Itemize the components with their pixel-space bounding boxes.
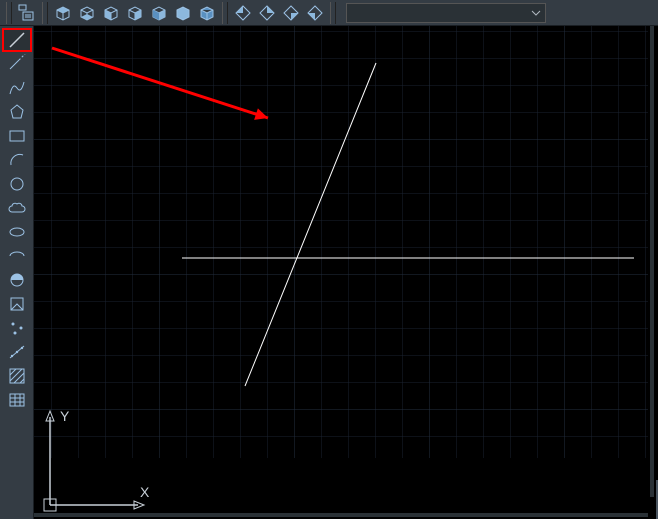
table-tool[interactable] (2, 388, 32, 412)
vertical-scrollbar[interactable] (650, 26, 654, 497)
revcloud-tool[interactable] (2, 196, 32, 220)
cube-icon (150, 4, 168, 22)
draw-toolbar (0, 26, 34, 519)
view-top-button[interactable] (52, 2, 74, 24)
diamond-icon (306, 4, 324, 22)
circle-icon (7, 174, 27, 194)
iso-nw-button[interactable] (304, 2, 326, 24)
body-row: Y X (0, 26, 658, 519)
view-right-button[interactable] (124, 2, 146, 24)
polygon-tool[interactable] (2, 100, 32, 124)
cube-icon (54, 4, 72, 22)
line-icon (7, 30, 27, 50)
block-tool[interactable] (2, 292, 32, 316)
hatch-icon (7, 366, 27, 386)
rectangle-tool[interactable] (2, 124, 32, 148)
divide-icon (7, 342, 27, 362)
horizontal-scrollbar[interactable] (34, 513, 648, 517)
diamond-icon (258, 4, 276, 22)
toolbar-grip[interactable] (6, 2, 12, 24)
view-swiso-button[interactable] (196, 2, 218, 24)
ellipse-icon (7, 222, 27, 242)
cube-icon (174, 4, 192, 22)
view-back-button[interactable] (172, 2, 194, 24)
cloud-icon (7, 198, 27, 218)
ray-icon (7, 54, 27, 74)
cube-icon (198, 4, 216, 22)
divide-tool[interactable] (2, 340, 32, 364)
chevron-down-icon (531, 8, 541, 18)
quick-properties-icon (18, 4, 36, 22)
layer-dropdown[interactable] (346, 3, 546, 23)
donut-tool[interactable] (2, 268, 32, 292)
arc-tool[interactable] (2, 148, 32, 172)
circle-tool[interactable] (2, 172, 32, 196)
arc-icon (7, 150, 27, 170)
diamond-icon (234, 4, 252, 22)
cube-icon (102, 4, 120, 22)
rectangle-icon (7, 126, 27, 146)
cube-icon (78, 4, 96, 22)
point-icon (7, 318, 27, 338)
spline-icon (7, 78, 27, 98)
hatch-tool[interactable] (2, 364, 32, 388)
view-front-button[interactable] (148, 2, 170, 24)
drawing-area[interactable]: Y X (34, 26, 658, 519)
ellipse-arc-icon (7, 246, 27, 266)
line-tool[interactable] (2, 28, 32, 52)
table-icon (7, 390, 27, 410)
view-left-button[interactable] (100, 2, 122, 24)
point-tool[interactable] (2, 316, 32, 340)
quick-properties-button[interactable] (16, 2, 38, 24)
ellipse-arc-tool[interactable] (2, 244, 32, 268)
iso-ne-button[interactable] (280, 2, 302, 24)
block-icon (7, 294, 27, 314)
toolbar-separator (42, 2, 48, 24)
polygon-icon (7, 102, 27, 122)
ucs-y-label: Y (60, 408, 70, 424)
toolbar-separator (222, 2, 228, 24)
spline-tool[interactable] (2, 76, 32, 100)
ucs-icon: Y X (40, 397, 180, 517)
cube-icon (126, 4, 144, 22)
iso-sw-button[interactable] (232, 2, 254, 24)
iso-se-button[interactable] (256, 2, 278, 24)
cad-app: Y X (0, 0, 658, 519)
view-bottom-button[interactable] (76, 2, 98, 24)
diamond-icon (282, 4, 300, 22)
top-toolbar (0, 0, 658, 26)
ellipse-tool[interactable] (2, 220, 32, 244)
ray-tool[interactable] (2, 52, 32, 76)
toolbar-separator (330, 2, 336, 24)
ucs-x-label: X (140, 484, 150, 500)
donut-icon (7, 270, 27, 290)
